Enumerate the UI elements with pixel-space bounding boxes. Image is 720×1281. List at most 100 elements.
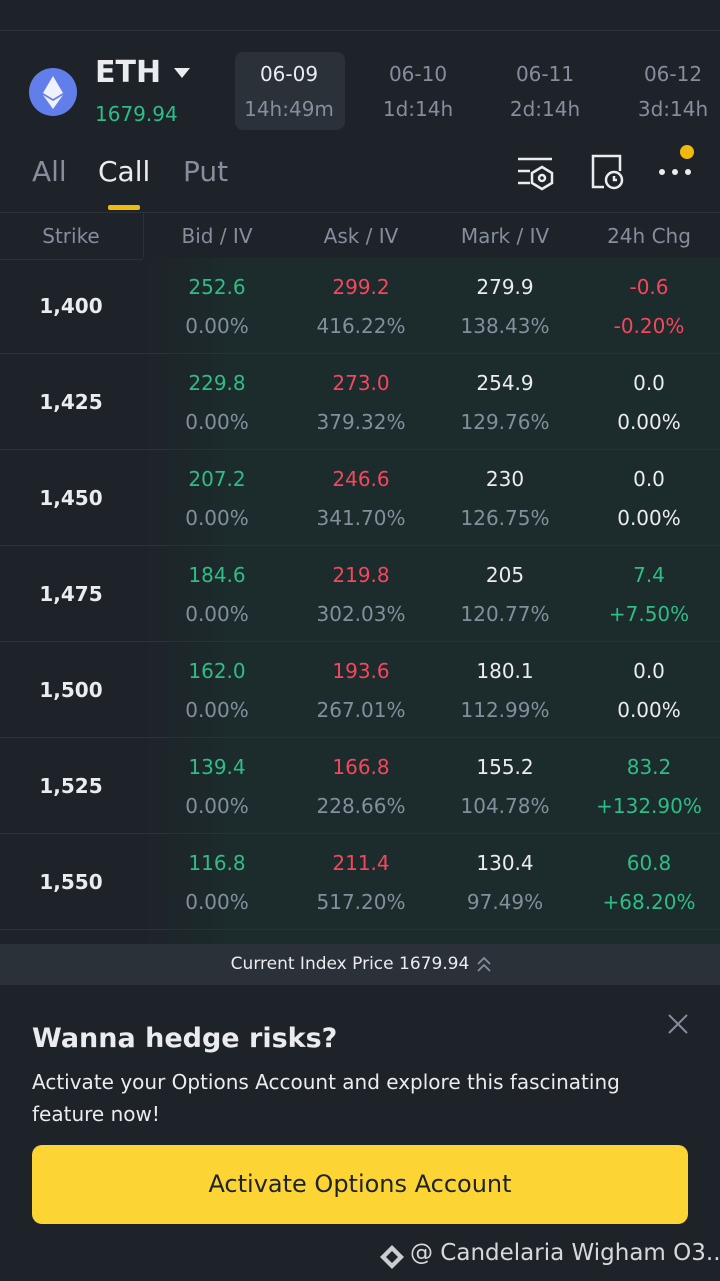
mark[interactable]: 254.9 — [476, 371, 534, 395]
chg[interactable]: 83.2 — [626, 755, 672, 779]
bid_iv[interactable]: 0.00% — [185, 794, 249, 818]
mark_iv[interactable]: 126.75% — [460, 506, 550, 530]
mark[interactable]: 155.2 — [476, 755, 534, 779]
bid_iv[interactable]: 0.00% — [185, 890, 249, 914]
banner-text: Activate your Options Account and explor… — [32, 1070, 620, 1126]
date[interactable]: 06-11 — [515, 62, 575, 86]
chg_pct[interactable]: 0.00% — [617, 506, 681, 530]
dropdown[interactable] — [174, 68, 190, 80]
ask[interactable]: 299.2 — [332, 275, 390, 299]
ask_iv[interactable]: 379.32% — [316, 410, 406, 434]
tab[interactable]: All — [32, 155, 67, 188]
ask_iv[interactable]: 416.22% — [316, 314, 406, 338]
strike[interactable]: 1,550 — [39, 870, 103, 894]
ask_iv[interactable]: 228.66% — [316, 794, 406, 818]
chg[interactable]: 7.4 — [633, 563, 665, 587]
watermark-logo — [380, 1245, 404, 1269]
bid_iv[interactable]: 0.00% — [185, 698, 249, 722]
chg_pct[interactable]: +68.20% — [602, 890, 696, 914]
price: 1679.94 — [95, 102, 178, 126]
column-header: Bid / IV — [181, 224, 253, 248]
chg[interactable]: 60.8 — [626, 851, 672, 875]
strike[interactable]: 1,400 — [39, 294, 103, 318]
chg_pct[interactable]: -0.20% — [613, 314, 685, 338]
mark_iv[interactable]: 104.78% — [460, 794, 550, 818]
date-remaining[interactable]: 3d:14h — [637, 97, 709, 121]
eth-icon — [29, 68, 77, 116]
chg[interactable]: 0.0 — [633, 371, 665, 395]
bid[interactable]: 252.6 — [188, 275, 246, 299]
ask[interactable]: 273.0 — [332, 371, 390, 395]
mark[interactable]: 279.9 — [476, 275, 534, 299]
bid[interactable]: 207.2 — [188, 467, 246, 491]
strike[interactable]: 1,475 — [39, 582, 103, 606]
date-remaining[interactable]: 1d:14h — [382, 97, 454, 121]
chg_pct[interactable]: +7.50% — [608, 602, 690, 626]
ask[interactable]: 193.6 — [332, 659, 390, 683]
mark_iv[interactable]: 138.43% — [460, 314, 550, 338]
filter-icon[interactable] — [516, 155, 556, 191]
date[interactable]: 06-09 — [259, 62, 319, 86]
expand-icon[interactable] — [476, 955, 492, 973]
bid_iv[interactable]: 0.00% — [185, 506, 249, 530]
ask_iv[interactable]: 517.20% — [316, 890, 406, 914]
chg_pct[interactable]: 0.00% — [617, 410, 681, 434]
ask_iv[interactable]: 341.70% — [316, 506, 406, 530]
date[interactable]: 06-10 — [388, 62, 448, 86]
bid[interactable]: 184.6 — [188, 563, 246, 587]
row-border — [0, 929, 720, 930]
bid[interactable]: 116.8 — [188, 851, 246, 875]
column-header: Strike — [42, 224, 100, 248]
more-icon[interactable] — [656, 142, 700, 182]
bid_iv[interactable]: 0.00% — [185, 314, 249, 338]
strike[interactable]: 1,525 — [39, 774, 103, 798]
banner-title: Wanna hedge risks? — [32, 1023, 338, 1054]
bid_iv[interactable]: 0.00% — [185, 602, 249, 626]
activate-button[interactable]: Activate Options Account — [32, 1145, 688, 1224]
ask[interactable]: 246.6 — [332, 467, 390, 491]
ask[interactable]: 166.8 — [332, 755, 390, 779]
chg[interactable]: -0.6 — [629, 275, 669, 299]
tab[interactable]: Call — [98, 155, 151, 188]
divider — [143, 212, 144, 258]
ask_iv[interactable]: 302.03% — [316, 602, 406, 626]
index-bar — [0, 944, 720, 985]
bid[interactable]: 229.8 — [188, 371, 246, 395]
mark[interactable]: 180.1 — [476, 659, 534, 683]
close-icon[interactable] — [667, 1013, 689, 1035]
watermark: @ Candelaria Wigham O3... — [410, 1240, 720, 1266]
bid[interactable]: 162.0 — [188, 659, 246, 683]
ask[interactable]: 211.4 — [332, 851, 390, 875]
date-remaining[interactable]: 14h:49m — [244, 97, 334, 121]
ask[interactable]: 219.8 — [332, 563, 390, 587]
column-header: Ask / IV — [323, 224, 399, 248]
date-remaining[interactable]: 2d:14h — [509, 97, 581, 121]
mark_iv[interactable]: 129.76% — [460, 410, 550, 434]
row-border — [0, 449, 720, 450]
date[interactable]: 06-12 — [643, 62, 703, 86]
mark_iv[interactable]: 112.99% — [460, 698, 550, 722]
status-bar — [0, 0, 720, 31]
strike[interactable]: 1,425 — [39, 390, 103, 414]
chg_pct[interactable]: 0.00% — [617, 698, 681, 722]
tab[interactable]: Put — [183, 155, 229, 188]
history-icon[interactable] — [590, 153, 626, 191]
mark_iv[interactable]: 97.49% — [466, 890, 544, 914]
chg_pct[interactable]: +132.90% — [596, 794, 702, 818]
row-border — [0, 737, 720, 738]
row-border — [0, 641, 720, 642]
chg[interactable]: 0.0 — [633, 659, 665, 683]
asset[interactable]: ETH — [95, 55, 162, 90]
strike[interactable]: 1,450 — [39, 486, 103, 510]
bid_iv[interactable]: 0.00% — [185, 410, 249, 434]
index-value: 1679.94 — [399, 954, 470, 974]
strike[interactable]: 1,500 — [39, 678, 103, 702]
mark[interactable]: 205 — [485, 563, 525, 587]
ask_iv[interactable]: 267.01% — [316, 698, 406, 722]
mark_iv[interactable]: 120.77% — [460, 602, 550, 626]
mark[interactable]: 130.4 — [476, 851, 534, 875]
itm-bg — [143, 258, 720, 944]
mark[interactable]: 230 — [485, 467, 525, 491]
chg[interactable]: 0.0 — [633, 467, 665, 491]
bid[interactable]: 139.4 — [188, 755, 246, 779]
